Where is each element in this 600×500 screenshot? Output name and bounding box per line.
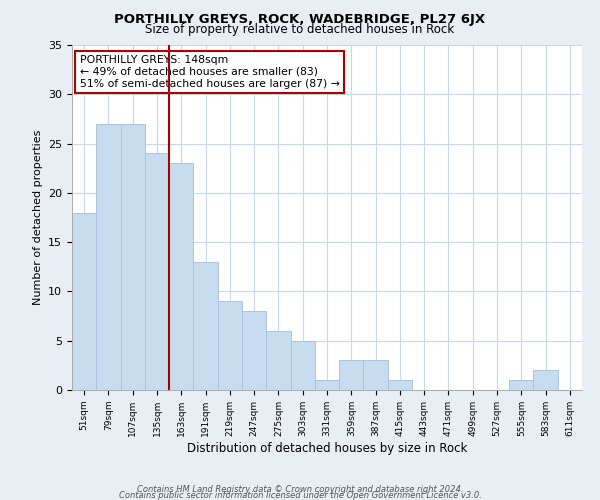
Text: Contains public sector information licensed under the Open Government Licence v3: Contains public sector information licen… (119, 490, 481, 500)
Bar (266, 331, 290, 390)
Y-axis label: Number of detached properties: Number of detached properties (32, 130, 43, 305)
Bar (218, 302, 242, 390)
Bar (145, 154, 169, 390)
X-axis label: Distribution of detached houses by size in Rock: Distribution of detached houses by size … (187, 442, 467, 454)
Bar (169, 164, 193, 390)
Bar (364, 360, 388, 390)
Text: Contains HM Land Registry data © Crown copyright and database right 2024.: Contains HM Land Registry data © Crown c… (137, 485, 463, 494)
Bar (315, 380, 339, 390)
Text: Size of property relative to detached houses in Rock: Size of property relative to detached ho… (145, 22, 455, 36)
Bar (388, 380, 412, 390)
Bar (509, 380, 533, 390)
Bar (193, 262, 218, 390)
Bar (121, 124, 145, 390)
Text: PORTHILLY GREYS, ROCK, WADEBRIDGE, PL27 6JX: PORTHILLY GREYS, ROCK, WADEBRIDGE, PL27 … (115, 12, 485, 26)
Bar (339, 360, 364, 390)
Bar (96, 124, 121, 390)
Bar (72, 212, 96, 390)
Text: PORTHILLY GREYS: 148sqm
← 49% of detached houses are smaller (83)
51% of semi-de: PORTHILLY GREYS: 148sqm ← 49% of detache… (80, 56, 340, 88)
Bar (533, 370, 558, 390)
Bar (290, 340, 315, 390)
Bar (242, 311, 266, 390)
